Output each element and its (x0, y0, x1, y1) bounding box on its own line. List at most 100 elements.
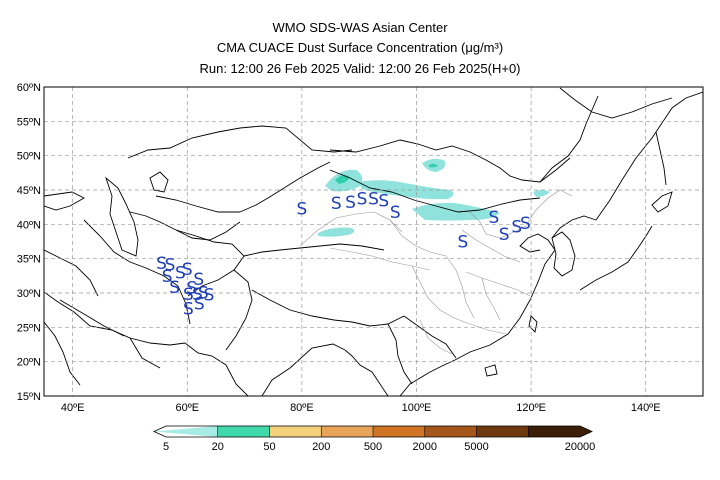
legend-swatch-1 (217, 426, 270, 437)
axis-labels: 15ºN 20ºN 25ºN 30ºN 35ºN 40ºN 45ºN 50ºN 55ºN 60ºN… (17, 82, 661, 414)
dust-symbol-19: S (378, 191, 389, 211)
lon-label-3: 100ºE (402, 402, 432, 414)
map-subtitle: CMA CUACE Dust Surface Concentration (μg… (216, 40, 504, 55)
legend-label-0: 5 (163, 441, 169, 453)
dust-symbol-1: S (165, 255, 176, 275)
lat-label-4: 35ºN (17, 254, 41, 266)
lat-label-8: 55ºN (17, 116, 41, 128)
dust-symbol-8: S (198, 283, 209, 303)
dust-concentration-areas (318, 158, 550, 237)
dust-area-north-hotspot (429, 163, 438, 168)
dust-area-mongolia-band (358, 180, 454, 200)
border-mongolia (329, 139, 571, 183)
dust-symbol-12: S (183, 299, 194, 319)
coastline-bay-bengal (344, 349, 389, 396)
dust-symbol-2: S (182, 260, 193, 280)
concentration-legend: 5 20 50 200 500 2000 5000 20000 (153, 425, 596, 453)
legend-label-7: 20000 (565, 441, 596, 453)
border-indochina-inner (403, 315, 457, 359)
map-grid (44, 87, 703, 396)
lat-label-1: 20ºN (17, 357, 41, 369)
border-pakistan (225, 269, 253, 351)
coastline-arabian-sea (184, 342, 249, 396)
border-central-asia-north (127, 125, 353, 159)
legend-label-6: 5000 (464, 441, 488, 453)
dust-symbol-22: S (488, 208, 499, 228)
coastline-okhotsk (559, 87, 673, 119)
province-line-north (461, 229, 521, 263)
border-turkmen (129, 211, 241, 241)
legend-swatch-4 (373, 426, 425, 437)
border-myanmar (387, 323, 413, 385)
coastline-caspian (105, 176, 139, 257)
legend-swatch-3 (321, 426, 373, 437)
coastline-indochina (399, 359, 456, 396)
dust-symbol-6: S (169, 278, 180, 298)
run-valid-time: Run: 12:00 26 Feb 2025 Valid: 12:00 26 F… (199, 61, 521, 76)
border-russia-china-east (539, 95, 599, 183)
coastline-arabia-west (44, 321, 81, 386)
coastline-sakhalin (655, 131, 667, 186)
border-china-west (239, 161, 331, 213)
coastline-russia-pacific (595, 91, 703, 221)
lon-label-1: 60ºE (175, 402, 199, 414)
legend-outline (153, 425, 593, 438)
legend-swatch-6 (476, 426, 529, 437)
province-line-south (453, 317, 507, 335)
province-line-gansu (389, 219, 447, 257)
legend-label-3: 200 (312, 441, 330, 453)
coastlines-and-borders (44, 87, 703, 396)
border-afghanistan (175, 229, 245, 297)
border-mongolia-south (329, 169, 541, 213)
dust-symbol-23: S (499, 225, 510, 245)
dust-symbol-5: S (193, 270, 204, 290)
coastline-south-china (454, 249, 556, 361)
lat-label-6: 45ºN (17, 185, 41, 197)
border-dprk (551, 215, 597, 239)
dust-symbol-11: S (204, 286, 215, 306)
border-iran (83, 219, 191, 325)
coastline-hainan (484, 364, 498, 377)
province-line-hubei (481, 277, 501, 321)
border-himalaya (251, 289, 405, 327)
coastline-bohai (519, 233, 556, 253)
legend-swatch-5 (424, 426, 477, 437)
lat-label-2: 25ºN (17, 322, 41, 334)
coastline-korea (551, 231, 576, 277)
border-tibet-north (243, 243, 385, 257)
dust-symbol-15: S (331, 194, 342, 214)
dust-symbol-3: S (162, 267, 173, 287)
coastline-aral (149, 171, 169, 193)
border-arabia-inner (59, 299, 125, 337)
coastline-black-sea (44, 191, 85, 211)
province-borders (299, 189, 573, 355)
lat-label-5: 40ºN (17, 219, 41, 231)
legend-label-2: 50 (263, 441, 275, 453)
legend-swatch-0 (154, 426, 218, 437)
legend-label-5: 2000 (413, 441, 437, 453)
coastline-india-east (261, 343, 346, 396)
province-line-central (465, 271, 531, 297)
dust-area-tarim (318, 227, 355, 237)
dust-symbol-14: S (296, 200, 307, 220)
legend-label-4: 500 (364, 441, 382, 453)
legend-swatch-2 (269, 426, 322, 437)
dust-symbol-0: S (156, 254, 167, 274)
dust-area-east (533, 190, 550, 197)
lon-label-0: 40ºE (61, 402, 85, 414)
province-line-shaanxi (445, 255, 475, 319)
border-iraq (44, 249, 99, 297)
coastline-oman (129, 337, 161, 369)
dust-symbol-21: S (457, 233, 468, 253)
dust-symbol-7: S (186, 279, 197, 299)
dust-symbol-4: S (175, 264, 186, 284)
coastline-persian-gulf (44, 291, 186, 346)
coastline-japan-hokkaido (651, 191, 673, 213)
dust-symbol-10: S (192, 285, 203, 305)
dust-symbol-25: S (520, 214, 531, 234)
dust-area-hotspot (335, 175, 350, 184)
map-frame (43, 86, 704, 397)
lon-label-2: 80ºE (290, 402, 314, 414)
